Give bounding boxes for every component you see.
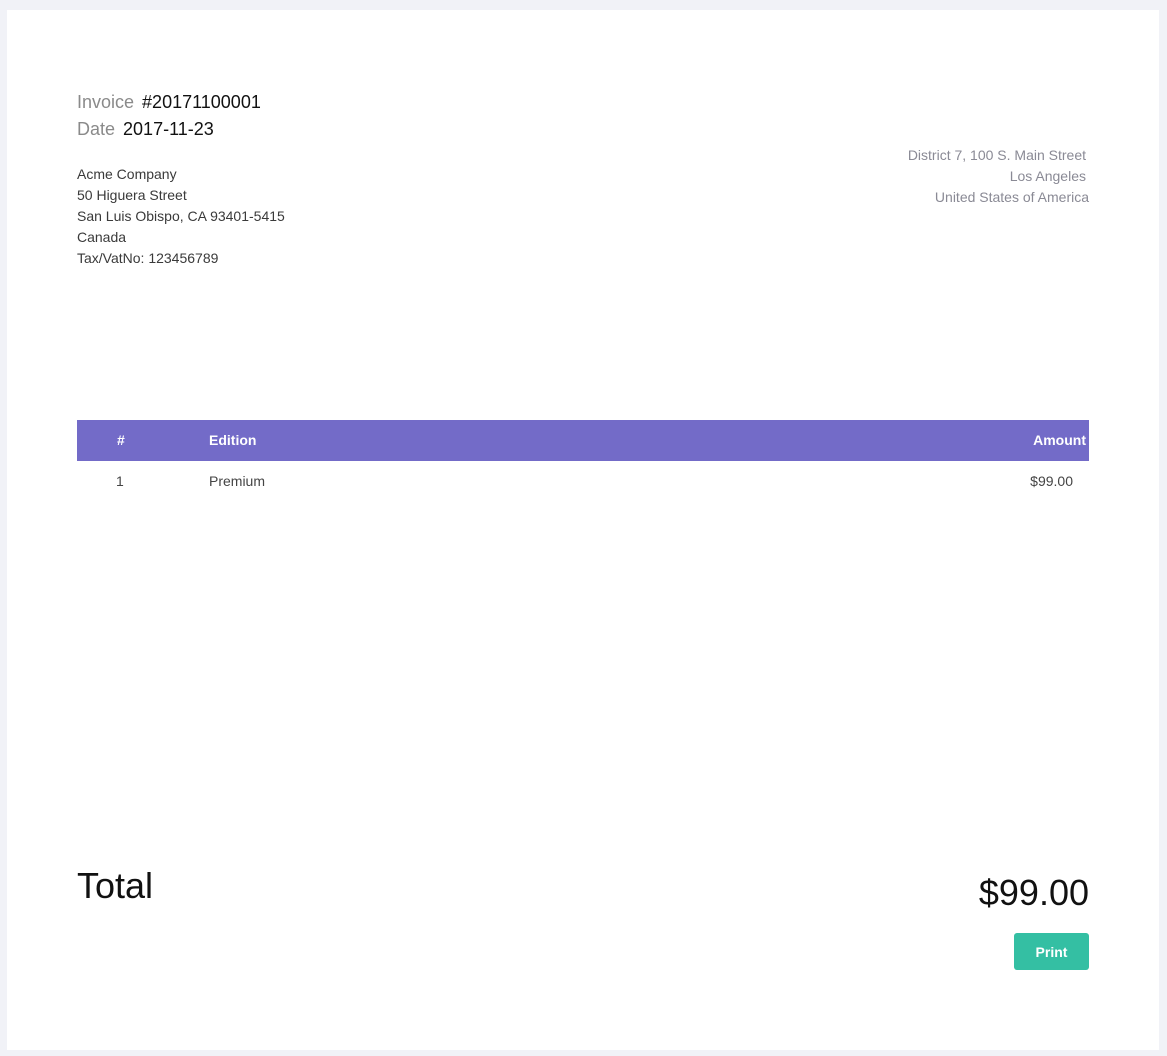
street: 50 Higuera Street bbox=[77, 187, 187, 203]
print-button[interactable]: Print bbox=[1014, 933, 1089, 970]
from-city: Los Angeles bbox=[1009, 168, 1086, 184]
row-amount: $99.00 bbox=[1030, 473, 1073, 489]
table-row: 1 Premium $99.00 bbox=[77, 461, 1089, 503]
bill-to-address: Acme Company 50 Higuera Street San Luis … bbox=[77, 164, 285, 269]
tax-number: Tax/VatNo: 123456789 bbox=[77, 250, 219, 266]
city: San Luis Obispo, CA 93401-5415 bbox=[77, 208, 285, 224]
col-number: # bbox=[117, 432, 125, 448]
total-value: $99.00 bbox=[978, 872, 1089, 913]
col-amount: Amount bbox=[1033, 432, 1086, 448]
invoice-card: Invoice #20171100001 Date 2017-11-23 Acme … bbox=[7, 10, 1159, 1050]
invoice-label: Invoice bbox=[77, 92, 135, 112]
invoice-number-line: Invoice #20171100001 bbox=[77, 92, 261, 113]
from-street: District 7, 100 S. Main Street bbox=[907, 147, 1086, 163]
from-country: United States of America bbox=[934, 189, 1089, 205]
country: Canada bbox=[77, 229, 127, 245]
col-edition: Edition bbox=[209, 432, 257, 448]
row-number: 1 bbox=[116, 473, 124, 489]
total-label: Total bbox=[77, 865, 154, 906]
table-header: # Edition Amount bbox=[77, 420, 1089, 461]
date-label: Date bbox=[77, 119, 116, 139]
invoice-date-line: Date 2017-11-23 bbox=[77, 119, 214, 140]
invoice-date: 2017-11-23 bbox=[123, 119, 214, 139]
company-name: Acme Company bbox=[77, 166, 177, 182]
row-edition: Premium bbox=[209, 473, 266, 489]
invoice-number: #20171100001 bbox=[142, 92, 261, 112]
from-address: District 7, 100 S. Main Street Los Angel… bbox=[908, 145, 1089, 208]
